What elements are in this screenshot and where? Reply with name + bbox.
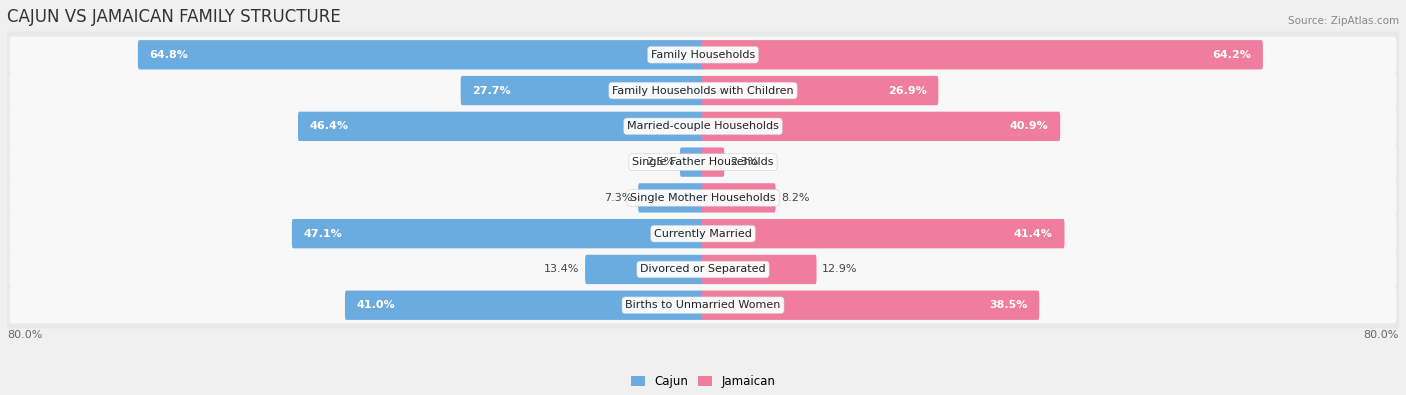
Text: Single Father Households: Single Father Households [633,157,773,167]
Text: 46.4%: 46.4% [309,121,349,132]
FancyBboxPatch shape [585,255,704,284]
Text: 2.3%: 2.3% [730,157,758,167]
FancyBboxPatch shape [702,40,1263,70]
FancyBboxPatch shape [344,291,704,320]
FancyBboxPatch shape [10,72,1396,109]
Text: 2.5%: 2.5% [645,157,675,167]
FancyBboxPatch shape [638,183,704,213]
Text: 7.3%: 7.3% [605,193,633,203]
Text: Source: ZipAtlas.com: Source: ZipAtlas.com [1288,16,1399,26]
FancyBboxPatch shape [4,32,1402,78]
Text: 40.9%: 40.9% [1010,121,1049,132]
FancyBboxPatch shape [298,112,704,141]
Text: Family Households: Family Households [651,50,755,60]
Text: Currently Married: Currently Married [654,229,752,239]
FancyBboxPatch shape [138,40,704,70]
FancyBboxPatch shape [681,147,704,177]
Text: 38.5%: 38.5% [990,300,1028,310]
Text: Family Households with Children: Family Households with Children [612,86,794,96]
FancyBboxPatch shape [4,246,1402,293]
Text: 26.9%: 26.9% [887,86,927,96]
FancyBboxPatch shape [10,287,1396,324]
Text: 41.4%: 41.4% [1014,229,1053,239]
FancyBboxPatch shape [702,147,724,177]
FancyBboxPatch shape [10,251,1396,288]
FancyBboxPatch shape [10,144,1396,181]
Text: 13.4%: 13.4% [544,264,579,275]
FancyBboxPatch shape [702,219,1064,248]
FancyBboxPatch shape [10,180,1396,216]
FancyBboxPatch shape [702,183,776,213]
FancyBboxPatch shape [10,215,1396,252]
Text: Births to Unmarried Women: Births to Unmarried Women [626,300,780,310]
FancyBboxPatch shape [702,76,938,105]
Text: 80.0%: 80.0% [1364,330,1399,340]
Legend: Cajun, Jamaican: Cajun, Jamaican [626,370,780,393]
Text: Divorced or Separated: Divorced or Separated [640,264,766,275]
Text: 64.8%: 64.8% [149,50,188,60]
Text: 27.7%: 27.7% [472,86,510,96]
Text: Married-couple Households: Married-couple Households [627,121,779,132]
FancyBboxPatch shape [4,211,1402,257]
Text: 47.1%: 47.1% [304,229,343,239]
FancyBboxPatch shape [702,255,817,284]
FancyBboxPatch shape [702,291,1039,320]
FancyBboxPatch shape [461,76,704,105]
FancyBboxPatch shape [292,219,704,248]
FancyBboxPatch shape [4,103,1402,150]
FancyBboxPatch shape [4,175,1402,221]
Text: 64.2%: 64.2% [1212,50,1251,60]
FancyBboxPatch shape [702,112,1060,141]
Text: CAJUN VS JAMAICAN FAMILY STRUCTURE: CAJUN VS JAMAICAN FAMILY STRUCTURE [7,8,340,26]
Text: 8.2%: 8.2% [782,193,810,203]
FancyBboxPatch shape [10,37,1396,73]
Text: 12.9%: 12.9% [823,264,858,275]
Text: Single Mother Households: Single Mother Households [630,193,776,203]
FancyBboxPatch shape [4,282,1402,329]
Text: 41.0%: 41.0% [357,300,395,310]
FancyBboxPatch shape [4,67,1402,114]
FancyBboxPatch shape [4,139,1402,185]
Text: 80.0%: 80.0% [7,330,42,340]
FancyBboxPatch shape [10,108,1396,145]
